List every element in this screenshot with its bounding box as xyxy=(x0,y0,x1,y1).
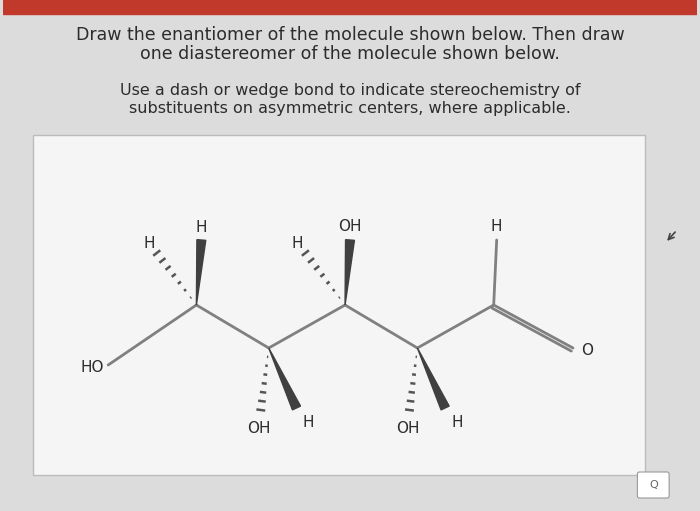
Text: Q: Q xyxy=(649,480,657,490)
Polygon shape xyxy=(269,348,300,410)
FancyBboxPatch shape xyxy=(638,472,669,498)
Polygon shape xyxy=(197,240,206,305)
Text: H: H xyxy=(491,219,503,234)
Polygon shape xyxy=(345,240,354,305)
Text: H: H xyxy=(143,236,155,250)
Bar xyxy=(3,0,697,14)
Text: H: H xyxy=(292,236,303,250)
Text: H: H xyxy=(302,414,314,430)
FancyBboxPatch shape xyxy=(33,135,645,475)
Text: H: H xyxy=(195,220,207,235)
Text: one diastereomer of the molecule shown below.: one diastereomer of the molecule shown b… xyxy=(140,45,560,63)
Text: OH: OH xyxy=(247,421,271,435)
Polygon shape xyxy=(417,348,449,410)
Text: OH: OH xyxy=(395,421,419,435)
Text: O: O xyxy=(581,342,593,358)
Text: OH: OH xyxy=(338,219,362,234)
Text: HO: HO xyxy=(80,360,104,375)
Text: Draw the enantiomer of the molecule shown below. Then draw: Draw the enantiomer of the molecule show… xyxy=(76,26,624,44)
Text: H: H xyxy=(452,414,463,430)
Text: substituents on asymmetric centers, where applicable.: substituents on asymmetric centers, wher… xyxy=(129,101,571,115)
Text: Use a dash or wedge bond to indicate stereochemistry of: Use a dash or wedge bond to indicate ste… xyxy=(120,82,580,98)
